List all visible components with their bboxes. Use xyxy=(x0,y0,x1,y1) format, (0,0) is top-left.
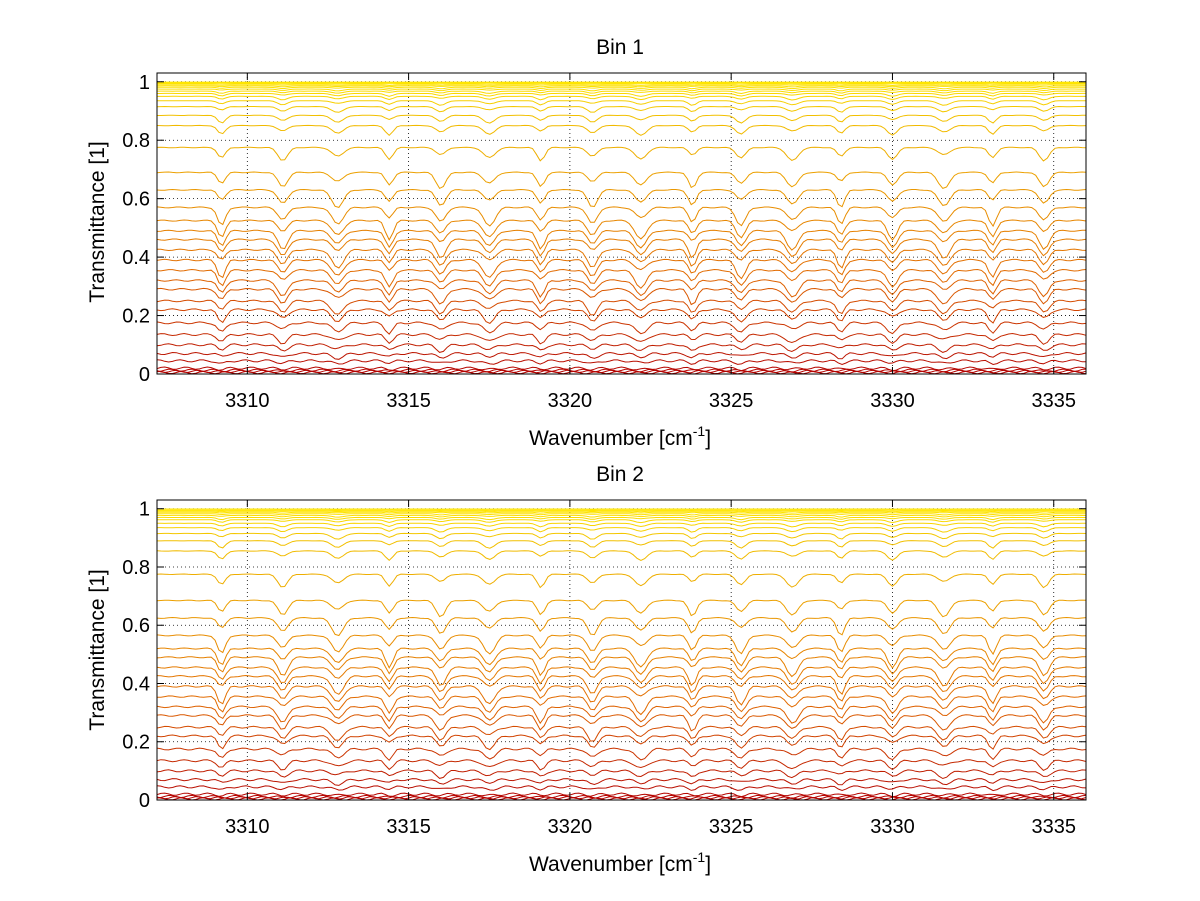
y-tick-label: 0.4 xyxy=(122,673,150,695)
x-tick-label: 3335 xyxy=(1031,816,1076,838)
x-tick-label: 3310 xyxy=(225,390,270,412)
x-tick-label: 3310 xyxy=(225,816,270,838)
x-axis-label-end: ] xyxy=(705,427,711,450)
x-tick-label: 3330 xyxy=(870,390,915,412)
figure-canvas: Bin 1 Transmittance [1] Wavenumber [cm-1… xyxy=(0,0,1200,901)
y-tick-label: 0.8 xyxy=(122,557,150,579)
x-tick-label: 3315 xyxy=(386,816,431,838)
y-axis-label: Transmittance [1] xyxy=(86,569,109,730)
x-axis-label-text: Wavenumber [cm xyxy=(529,853,693,876)
x-tick-label: 3315 xyxy=(386,390,431,412)
x-axis-label-superscript: -1 xyxy=(693,849,706,865)
y-tick-label: 0.2 xyxy=(122,306,150,328)
x-axis-label: Wavenumber [cm-1] xyxy=(529,849,711,876)
x-axis-label-superscript: -1 xyxy=(693,423,706,439)
y-axis-label: Transmittance [1] xyxy=(86,141,109,302)
y-tick-label: 0.2 xyxy=(122,732,150,754)
spectrum-series-35 xyxy=(157,84,1086,85)
figure-background xyxy=(0,0,1200,901)
y-tick-label: 0 xyxy=(139,364,150,386)
chart-title: Bin 1 xyxy=(596,36,644,59)
x-tick-label: 3330 xyxy=(870,816,915,838)
x-tick-label: 3335 xyxy=(1031,390,1076,412)
y-tick-label: 0.6 xyxy=(122,189,150,211)
x-tick-label: 3325 xyxy=(709,816,754,838)
y-tick-label: 0.8 xyxy=(122,130,150,152)
y-tick-label: 1 xyxy=(139,72,150,94)
x-axis-label: Wavenumber [cm-1] xyxy=(529,423,711,450)
x-tick-label: 3320 xyxy=(548,816,593,838)
y-tick-label: 0.6 xyxy=(122,615,150,637)
x-tick-label: 3320 xyxy=(548,390,593,412)
chart-title: Bin 2 xyxy=(596,463,644,486)
x-tick-label: 3325 xyxy=(709,390,754,412)
y-tick-label: 0 xyxy=(139,790,150,812)
y-tick-label: 0.4 xyxy=(122,247,150,269)
x-axis-label-end: ] xyxy=(705,853,711,876)
y-tick-label: 1 xyxy=(139,499,150,521)
x-axis-label-text: Wavenumber [cm xyxy=(529,427,693,450)
